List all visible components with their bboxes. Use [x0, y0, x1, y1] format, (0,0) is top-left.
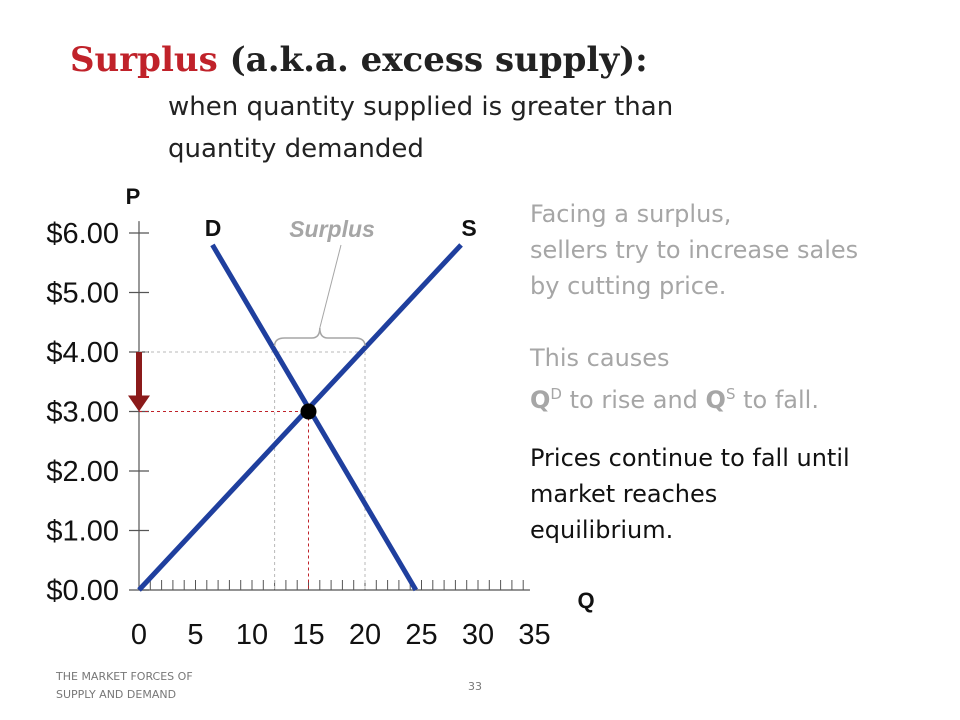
surplus-pointer — [319, 244, 342, 329]
subtitle-line-1: when quantity supplied is greater than — [168, 92, 674, 122]
qd-q: Q — [530, 386, 551, 414]
title-highlight: Surplus — [70, 40, 218, 80]
page-number: 33 — [468, 680, 482, 693]
x-tick-label: 15 — [292, 619, 324, 651]
y-tick-label: $5.00 — [46, 278, 119, 310]
subtitle: when quantity supplied is greater than q… — [168, 86, 768, 170]
surplus-brace — [273, 327, 366, 347]
footer-line-2: SUPPLY AND DEMAND — [56, 688, 177, 701]
x-tick-label: 5 — [187, 619, 203, 651]
para1-line-2: sellers try to increase sales — [530, 236, 859, 264]
para1-line-1: Facing a surplus, — [530, 200, 732, 228]
x-axis-label: Q — [577, 588, 594, 613]
x-tick-label: 35 — [518, 619, 550, 651]
para1-line-3: by cutting price. — [530, 272, 727, 300]
curve-d — [210, 243, 419, 592]
equilibrium-point — [300, 403, 317, 420]
qs-superscript: S — [725, 385, 736, 403]
curve-s — [137, 243, 463, 592]
x-tick-label: 20 — [349, 619, 381, 651]
para3-line-2: market reaches — [530, 480, 718, 508]
x-tick-label: 0 — [131, 619, 147, 651]
y-tick-label: $3.00 — [46, 397, 119, 429]
price-arrow-head — [128, 395, 150, 412]
qs-q: Q — [705, 386, 726, 414]
y-tick-label: $0.00 — [46, 575, 119, 607]
x-tick-label: 10 — [236, 619, 268, 651]
y-tick-label: $6.00 — [46, 218, 119, 250]
y-tick-label: $2.00 — [46, 456, 119, 488]
qd-superscript: D — [550, 385, 562, 403]
para2-line-2: QD to rise and QS to fall. — [530, 376, 940, 418]
y-tick-label: $4.00 — [46, 337, 119, 369]
supply-label: S — [461, 215, 476, 241]
subtitle-line-2: quantity demanded — [168, 134, 424, 164]
footer-line-1: THE MARKET FORCES OF — [56, 670, 193, 683]
paragraph-facing-surplus: Facing a surplus, sellers try to increas… — [530, 196, 940, 304]
para2-mid: to rise and — [561, 386, 706, 414]
paragraph-prices-continue: Prices continue to fall until market rea… — [530, 440, 940, 548]
y-axis-label: P — [126, 184, 141, 209]
x-tick-label: 25 — [405, 619, 437, 651]
para2-end: to fall. — [735, 386, 819, 414]
y-tick-label: $1.00 — [46, 516, 119, 548]
slide-title: Surplus (a.k.a. excess supply): — [70, 40, 648, 80]
surplus-label: Surplus — [289, 216, 375, 242]
x-tick-label: 30 — [462, 619, 494, 651]
paragraph-this-causes: This causes QD to rise and QS to fall. — [530, 340, 940, 418]
para3-line-3: equilibrium. — [530, 516, 674, 544]
demand-label: D — [205, 215, 222, 241]
para3-line-1: Prices continue to fall until — [530, 444, 850, 472]
footer-text: THE MARKET FORCES OF SUPPLY AND DEMAND — [56, 668, 256, 704]
para2-line-1: This causes — [530, 344, 670, 372]
title-rest: (a.k.a. excess supply): — [217, 40, 648, 80]
